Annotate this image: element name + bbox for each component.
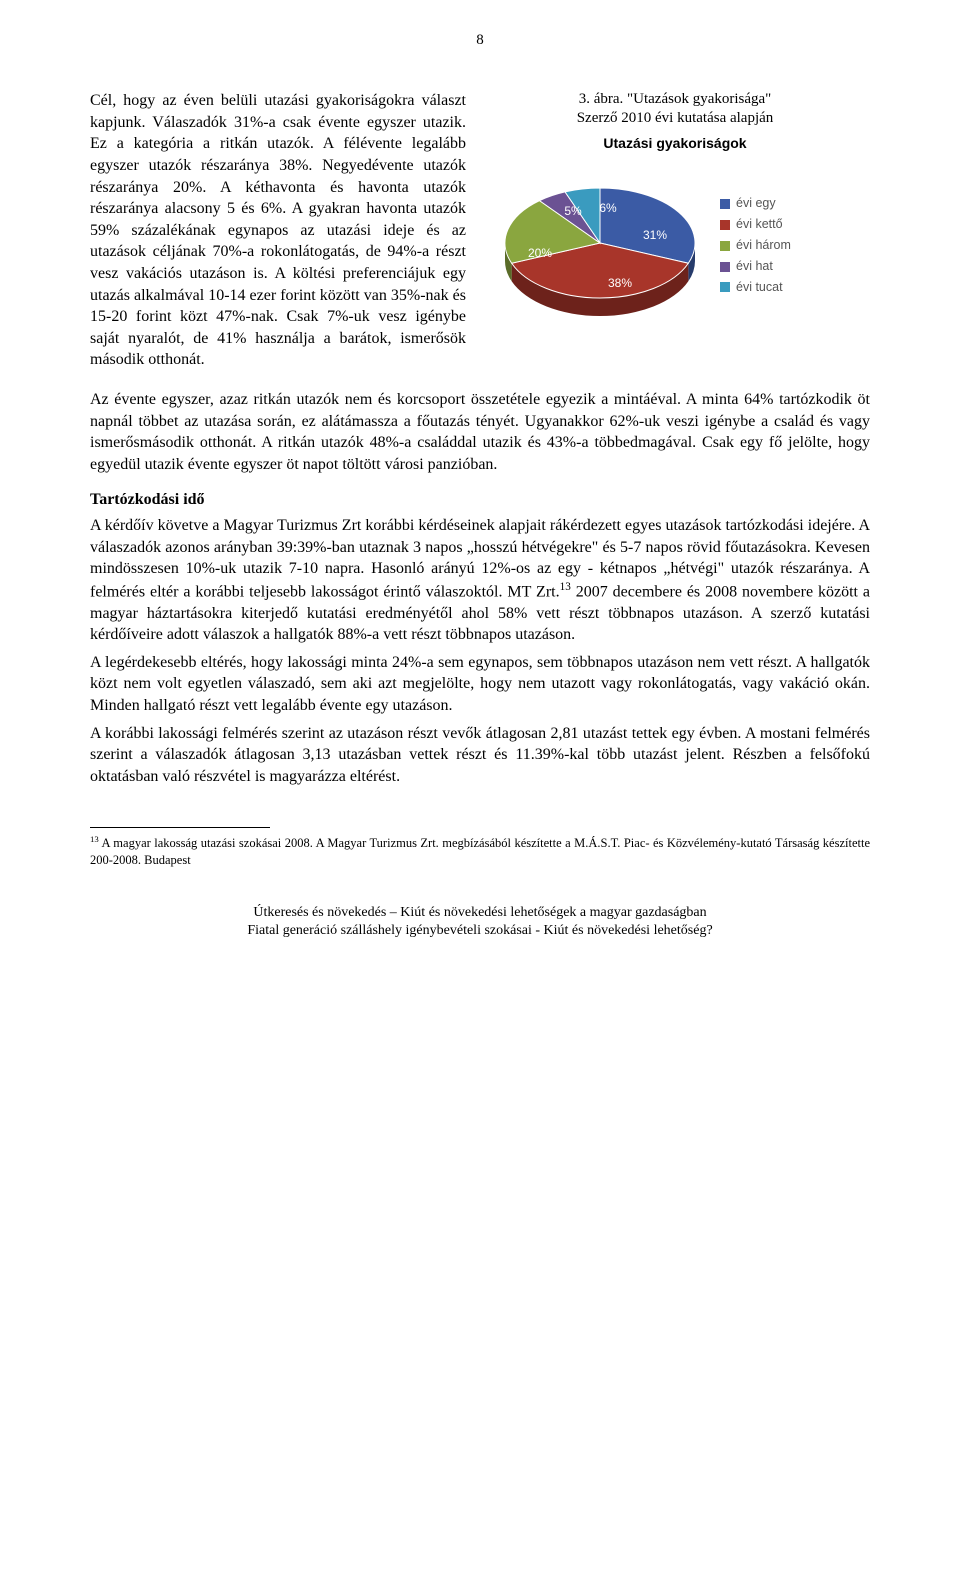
footnote-marker: 13 — [90, 834, 99, 844]
legend-item: évi kettő — [720, 216, 791, 233]
paragraph-3: A legérdekesebb eltérés, hogy lakossági … — [90, 652, 870, 717]
pie-slice-label: 38% — [608, 275, 632, 291]
page-number: 8 — [90, 30, 870, 50]
legend-label: évi hat — [736, 258, 773, 275]
chart-caption-line1: 3. ábra. "Utazások gyakorisága" — [579, 91, 772, 107]
legend-item: évi egy — [720, 195, 791, 212]
legend-item: évi hat — [720, 258, 791, 275]
pie-chart: 31% 38% 20% 5% 6% — [480, 161, 720, 331]
legend-swatch — [720, 262, 730, 272]
legend-swatch — [720, 241, 730, 251]
footnote-separator — [90, 827, 270, 828]
chart-legend: évi egy évi kettő évi három évi hat évi tuca… — [720, 191, 791, 299]
legend-label: évi kettő — [736, 216, 783, 233]
footer-line-1: Útkeresés és növekedés – Kiút és növeked… — [253, 905, 706, 920]
chart-caption-line2: Szerző 2010 évi kutatása alapján — [577, 110, 774, 126]
pie-slice-label: 5% — [564, 203, 581, 219]
legend-swatch — [720, 220, 730, 230]
legend-label: évi tucat — [736, 279, 783, 296]
paragraph-4: A korábbi lakossági felmérés szerint az … — [90, 723, 870, 788]
paragraph-2: A kérdőív követve a Magyar Turizmus Zrt … — [90, 515, 870, 646]
page-footer: Útkeresés és növekedés – Kiút és növeked… — [90, 904, 870, 940]
legend-swatch — [720, 282, 730, 292]
legend-item: évi három — [720, 237, 791, 254]
legend-label: évi három — [736, 237, 791, 254]
legend-item: évi tucat — [720, 279, 791, 296]
footnote-13: 13 A magyar lakosság utazási szokásai 20… — [90, 834, 870, 868]
paragraph-1-cont: Az évente egyszer, azaz ritkán utazók ne… — [90, 389, 870, 475]
footnote-text: A magyar lakosság utazási szokásai 2008.… — [90, 837, 870, 867]
pie-slice-label: 6% — [599, 200, 616, 216]
chart-title: Utazási gyakoriságok — [480, 134, 870, 153]
legend-label: évi egy — [736, 195, 776, 212]
chart-caption: 3. ábra. "Utazások gyakorisága" Szerző 2… — [480, 90, 870, 128]
pie-slice-label: 31% — [643, 227, 667, 243]
chart-container: 3. ábra. "Utazások gyakorisága" Szerző 2… — [480, 90, 870, 330]
footer-line-2: Fiatal generáció szálláshely igénybevéte… — [247, 923, 712, 938]
footnote-ref-13: 13 — [560, 581, 571, 593]
pie-slice-label: 20% — [528, 245, 552, 261]
section-title-tartozkodasi: Tartózkodási idő — [90, 489, 870, 511]
legend-swatch — [720, 199, 730, 209]
intro-block: 3. ábra. "Utazások gyakorisága" Szerző 2… — [90, 90, 870, 371]
